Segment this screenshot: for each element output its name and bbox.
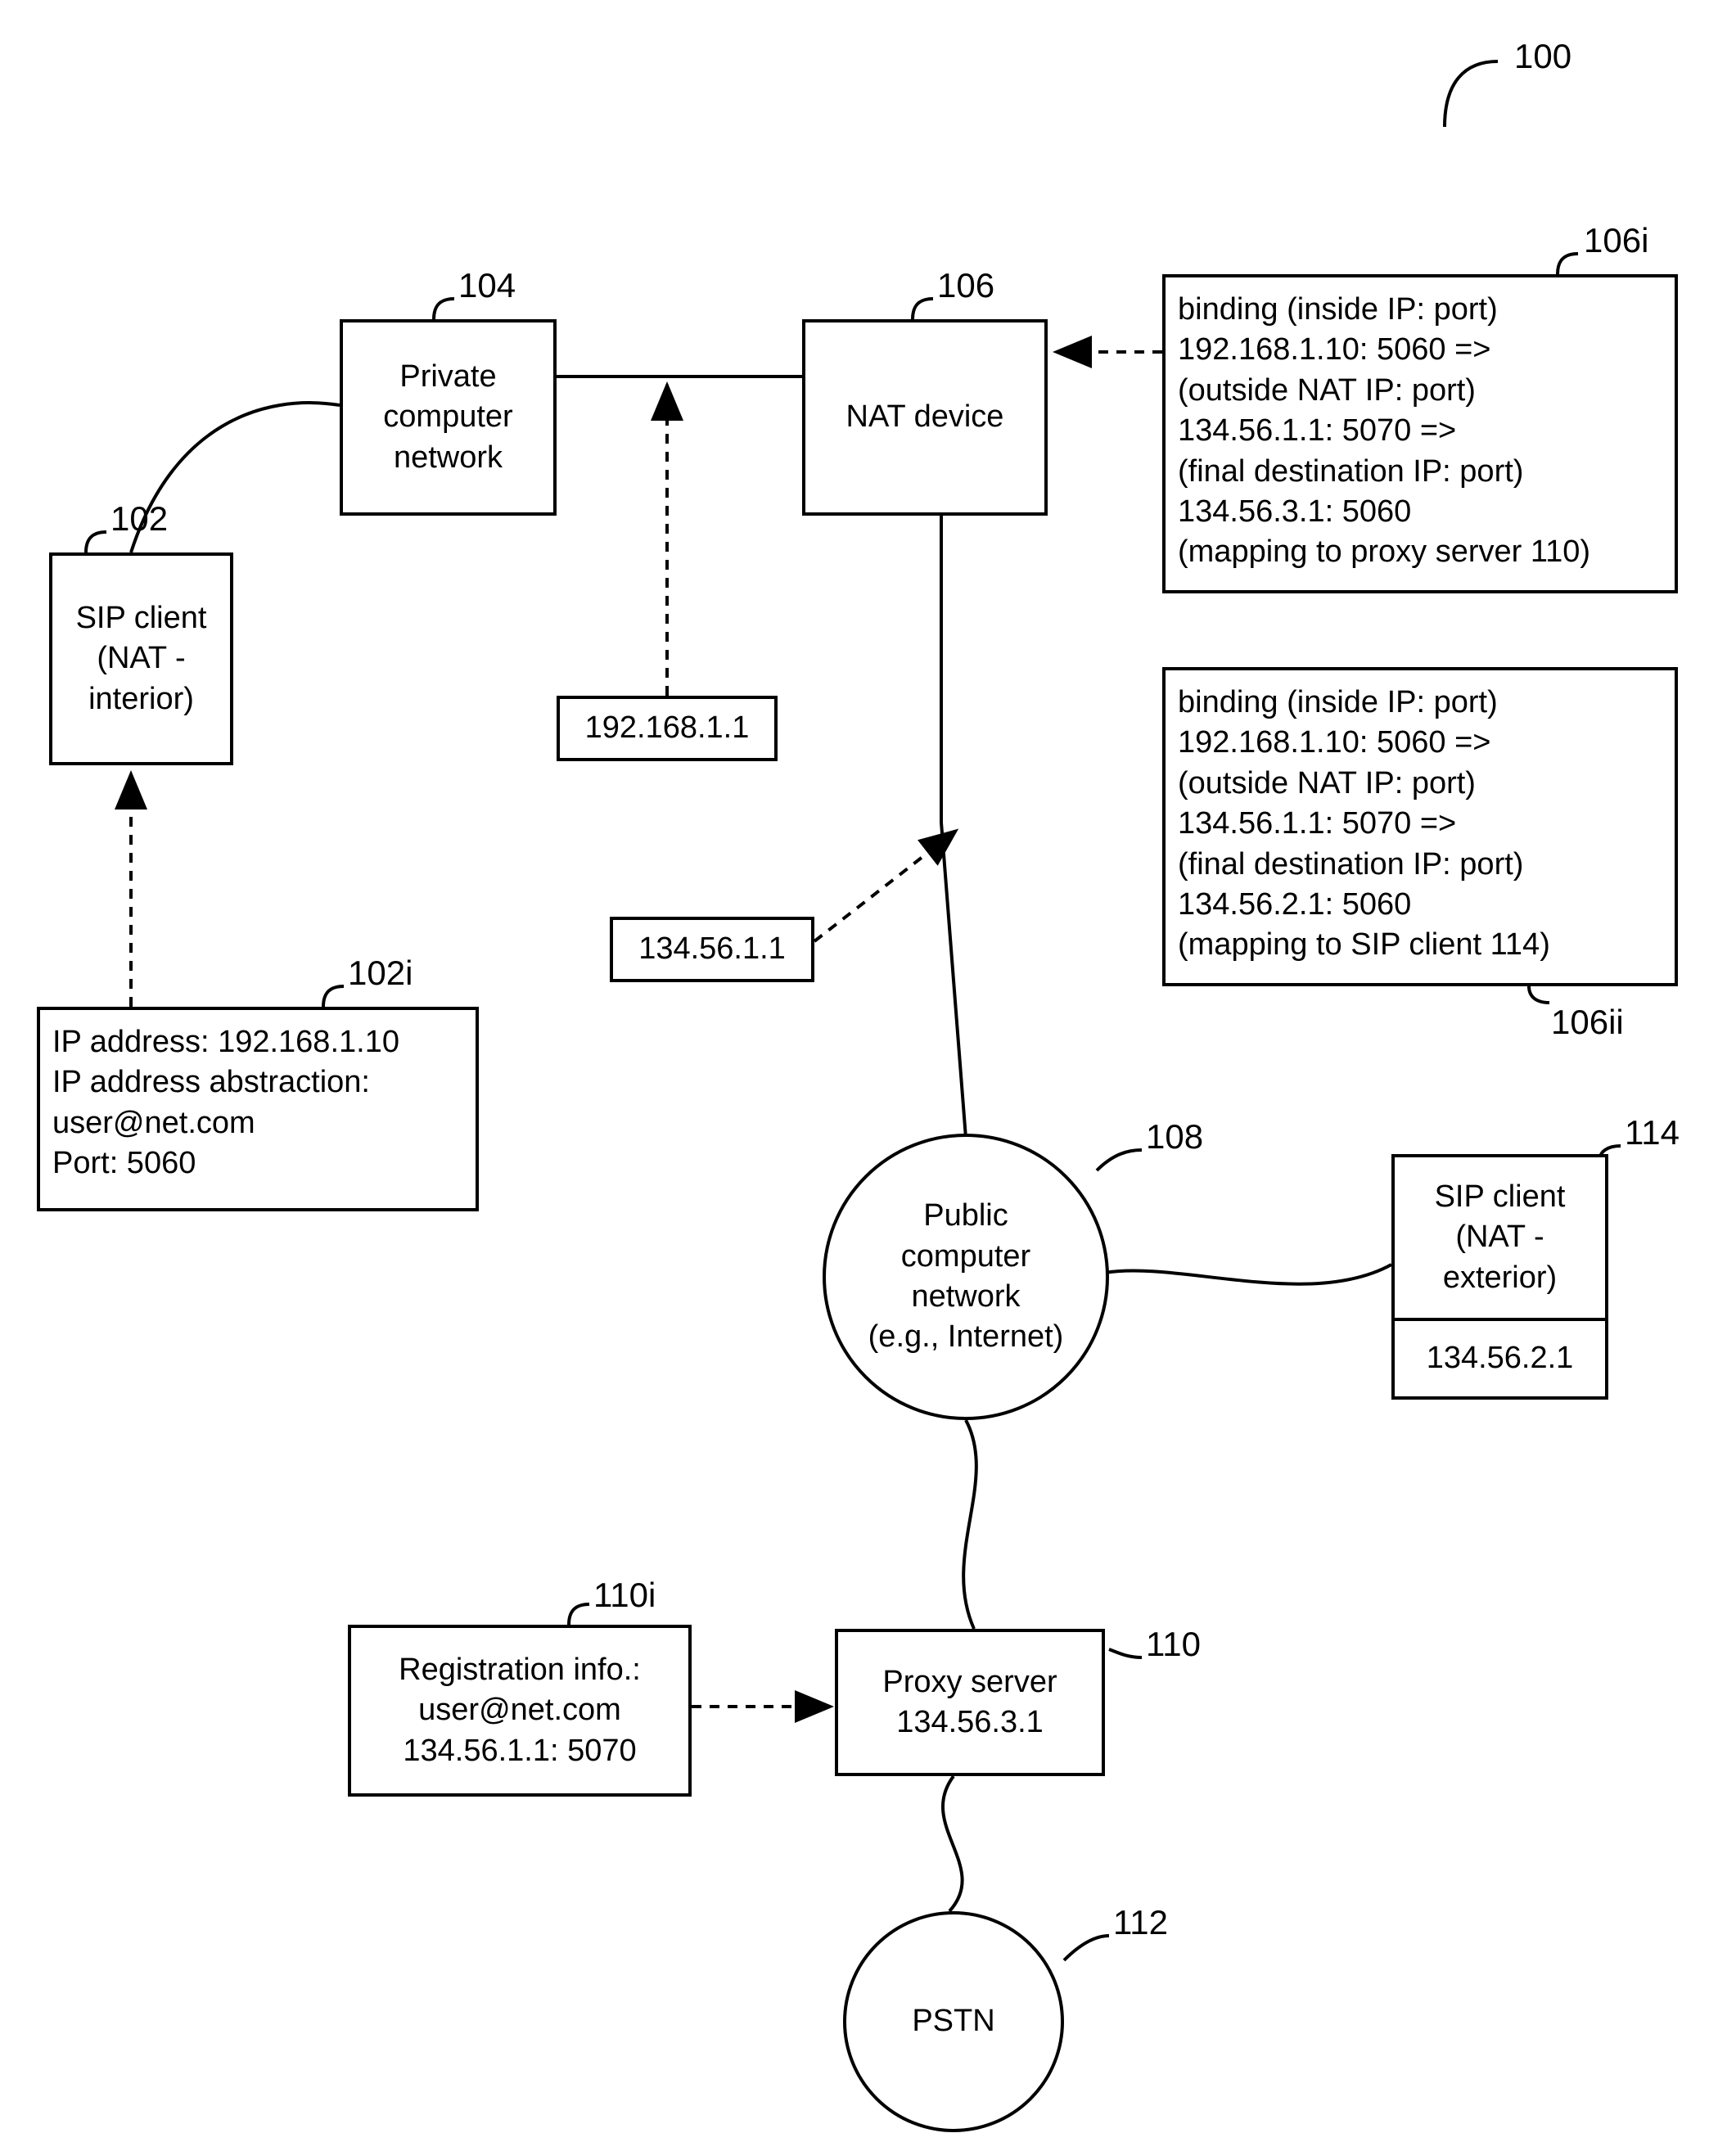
node-public-network: Publiccomputernetwork(e.g., Internet) <box>823 1134 1109 1420</box>
node-label: Registration info.:user@net.com134.56.1.… <box>399 1650 641 1771</box>
node-label-top: SIP client(NAT -exterior) <box>1435 1177 1566 1298</box>
ref-label-102i: 102i <box>348 954 413 993</box>
node-info-106i: binding (inside IP: port)192.168.1.10: 5… <box>1162 274 1678 593</box>
node-label-bottom: 134.56.2.1 <box>1427 1338 1574 1378</box>
node-label: binding (inside IP: port)192.168.1.10: 5… <box>1178 290 1590 573</box>
node-label: SIP client(NAT -interior) <box>76 598 207 719</box>
node-proxy-server: Proxy server134.56.3.1 <box>835 1629 1105 1776</box>
ref-label-106i: 106i <box>1584 221 1648 260</box>
node-label: binding (inside IP: port)192.168.1.10: 5… <box>1178 683 1550 966</box>
node-label: NAT device <box>846 397 1004 437</box>
node-ip-public: 134.56.1.1 <box>610 917 814 982</box>
ref-label-112: 112 <box>1113 1903 1168 1942</box>
ref-label-110: 110 <box>1146 1625 1201 1664</box>
node-label: 134.56.1.1 <box>638 929 786 969</box>
diagram-container: SIP client(NAT -interior) Privatecompute… <box>0 0 1736 2133</box>
ref-label-100: 100 <box>1514 37 1571 76</box>
node-pstn: PSTN <box>843 1911 1064 2132</box>
node-private-network: Privatecomputernetwork <box>340 319 557 516</box>
node-info-110i: Registration info.:user@net.com134.56.1.… <box>348 1625 692 1797</box>
node-label: 192.168.1.1 <box>585 708 750 748</box>
ref-label-108: 108 <box>1146 1117 1203 1157</box>
ref-label-106ii: 106ii <box>1551 1003 1624 1042</box>
ref-label-110i: 110i <box>593 1576 656 1615</box>
node-info-102i: IP address: 192.168.1.10IP address abstr… <box>37 1007 479 1211</box>
node-nat-device: NAT device <box>802 319 1048 516</box>
node-sip-client-interior: SIP client(NAT -interior) <box>49 552 233 765</box>
ref-label-106: 106 <box>937 266 994 305</box>
node-ip-private: 192.168.1.1 <box>557 696 778 761</box>
node-label: Publiccomputernetwork(e.g., Internet) <box>868 1196 1064 1358</box>
node-label: PSTN <box>912 2001 994 2041</box>
ref-label-114: 114 <box>1625 1113 1680 1152</box>
node-label: IP address: 192.168.1.10IP address abstr… <box>52 1022 399 1184</box>
node-info-106ii: binding (inside IP: port)192.168.1.10: 5… <box>1162 667 1678 986</box>
node-label: Proxy server134.56.3.1 <box>882 1662 1057 1743</box>
node-label: Privatecomputernetwork <box>383 357 512 478</box>
ref-label-102: 102 <box>110 499 168 539</box>
ref-label-104: 104 <box>458 266 516 305</box>
node-sip-client-exterior: SIP client(NAT -exterior) 134.56.2.1 <box>1391 1154 1608 1400</box>
